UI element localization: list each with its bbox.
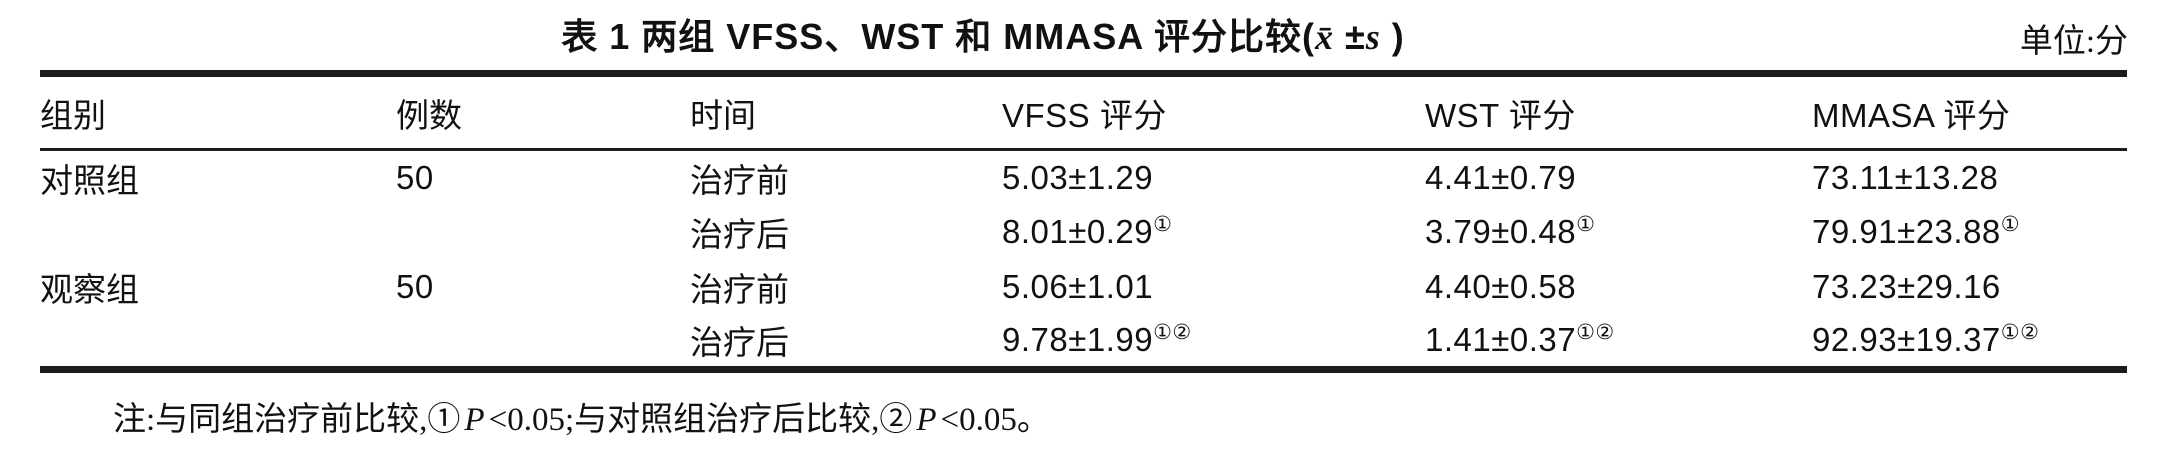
footnote-p-value-2: P xyxy=(916,402,937,438)
cell-vfss: 5.03±1.29 xyxy=(1002,150,1425,205)
table-title-close-paren: ) xyxy=(1380,16,1405,57)
table-title-xbar: x̄ xyxy=(1314,17,1334,57)
cell-group xyxy=(40,205,396,260)
cell-vfss-value: 5.03±1.29 xyxy=(1002,158,1154,196)
col-header-vfss: VFSS 评分 xyxy=(1002,96,1167,134)
cell-time: 治疗后 xyxy=(690,218,789,254)
col-header-wst: WST 评分 xyxy=(1425,96,1576,134)
cell-vfss: 5.06±1.01 xyxy=(1002,260,1425,315)
cell-wst-value: 1.41±0.37 xyxy=(1425,321,1577,359)
table-row-control-post: 治疗后 8.01±0.29① 3.79±0.48① 79.91±23.88① xyxy=(40,205,2127,260)
cell-vfss: 9.78±1.99①② xyxy=(1002,315,1425,370)
table-title: 表 1 两组 VFSS、WST 和 MMASA 评分比较(x̄ ±s ) xyxy=(561,8,1404,60)
cell-time: 治疗前 xyxy=(690,273,789,309)
footnote-p-value-1: P xyxy=(464,402,485,438)
cell-time: 治疗前 xyxy=(690,163,789,200)
cell-n xyxy=(396,205,690,260)
cell-group: 观察组 xyxy=(40,273,139,309)
footnote-text-3: <0.05。 xyxy=(940,402,1050,438)
cell-wst: 4.41±0.79 xyxy=(1425,150,1812,205)
cell-vfss: 8.01±0.29① xyxy=(1002,205,1425,260)
table-footnote: 注:与同组治疗前比较,① P <0.05;与对照组治疗后比较,② P <0.05。 xyxy=(113,392,1050,440)
table-row-control-pre: 对照组 50 治疗前 5.03±1.29 4.41±0.79 73.11±13.… xyxy=(40,150,2127,205)
footnote-marker: ①② xyxy=(1576,320,1615,345)
cell-mmasa-value: 79.91±23.88 xyxy=(1812,213,2001,250)
cell-n: 50 xyxy=(396,158,434,196)
cell-mmasa: 92.93±19.37①② xyxy=(1812,315,2127,370)
table-title-s: s xyxy=(1365,17,1381,57)
cell-group xyxy=(40,315,396,370)
cell-mmasa: 73.23±29.16 xyxy=(1812,260,2127,315)
cell-wst-value: 4.41±0.79 xyxy=(1425,158,1577,196)
table-title-plusminus: ± xyxy=(1333,16,1366,57)
cell-n xyxy=(396,315,690,370)
footnote-marker: ①② xyxy=(2000,320,2040,345)
cell-wst: 3.79±0.48① xyxy=(1425,205,1812,260)
footnote-text-2: <0.05;与对照组治疗后比较,② xyxy=(488,402,913,438)
cell-mmasa-value: 92.93±19.37 xyxy=(1812,321,2001,359)
cell-mmasa: 73.11±13.28 xyxy=(1812,150,2127,205)
table-row-observation-post: 治疗后 9.78±1.99①② 1.41±0.37①② 92.93±19.37①… xyxy=(40,315,2127,370)
cell-n: 50 xyxy=(396,268,434,305)
cell-mmasa: 79.91±23.88① xyxy=(1812,205,2127,260)
cell-mmasa-value: 73.23±29.16 xyxy=(1812,268,2001,305)
cell-vfss-value: 5.06±1.01 xyxy=(1002,268,1154,305)
footnote-marker: ① xyxy=(1153,212,1173,236)
cell-wst-value: 3.79±0.48 xyxy=(1425,213,1577,250)
score-comparison-table: 组别 例数 时间 VFSS 评分 WST 评分 MMASA 评分 对照组 50 … xyxy=(40,70,2127,373)
footnote-text-1: 注:与同组治疗前比较,① xyxy=(113,402,461,438)
cell-group: 对照组 xyxy=(40,163,139,200)
cell-wst: 1.41±0.37①② xyxy=(1425,315,1812,370)
table-title-text: 表 1 两组 VFSS、WST 和 MMASA 评分比较( xyxy=(561,16,1315,57)
cell-vfss-value: 8.01±0.29 xyxy=(1002,213,1154,250)
table-header-row: 组别 例数 时间 VFSS 评分 WST 评分 MMASA 评分 xyxy=(40,74,2127,150)
cell-time: 治疗后 xyxy=(690,326,789,363)
col-header-n: 例数 xyxy=(396,98,462,135)
cell-wst-value: 4.40±0.58 xyxy=(1425,268,1577,305)
col-header-time: 时间 xyxy=(690,98,756,135)
col-header-mmasa: MMASA 评分 xyxy=(1812,96,2011,134)
cell-vfss-value: 9.78±1.99 xyxy=(1002,321,1154,359)
table-row-observation-pre: 观察组 50 治疗前 5.06±1.01 4.40±0.58 73.23±29.… xyxy=(40,260,2127,315)
footnote-marker: ①② xyxy=(1153,320,1192,345)
footnote-marker: ① xyxy=(1576,212,1596,236)
cell-mmasa-value: 73.11±13.28 xyxy=(1812,158,1999,196)
unit-label: 单位:分 xyxy=(2019,24,2128,60)
footnote-marker: ① xyxy=(2000,212,2021,236)
col-header-group: 组别 xyxy=(40,98,106,135)
cell-wst: 4.40±0.58 xyxy=(1425,260,1812,315)
